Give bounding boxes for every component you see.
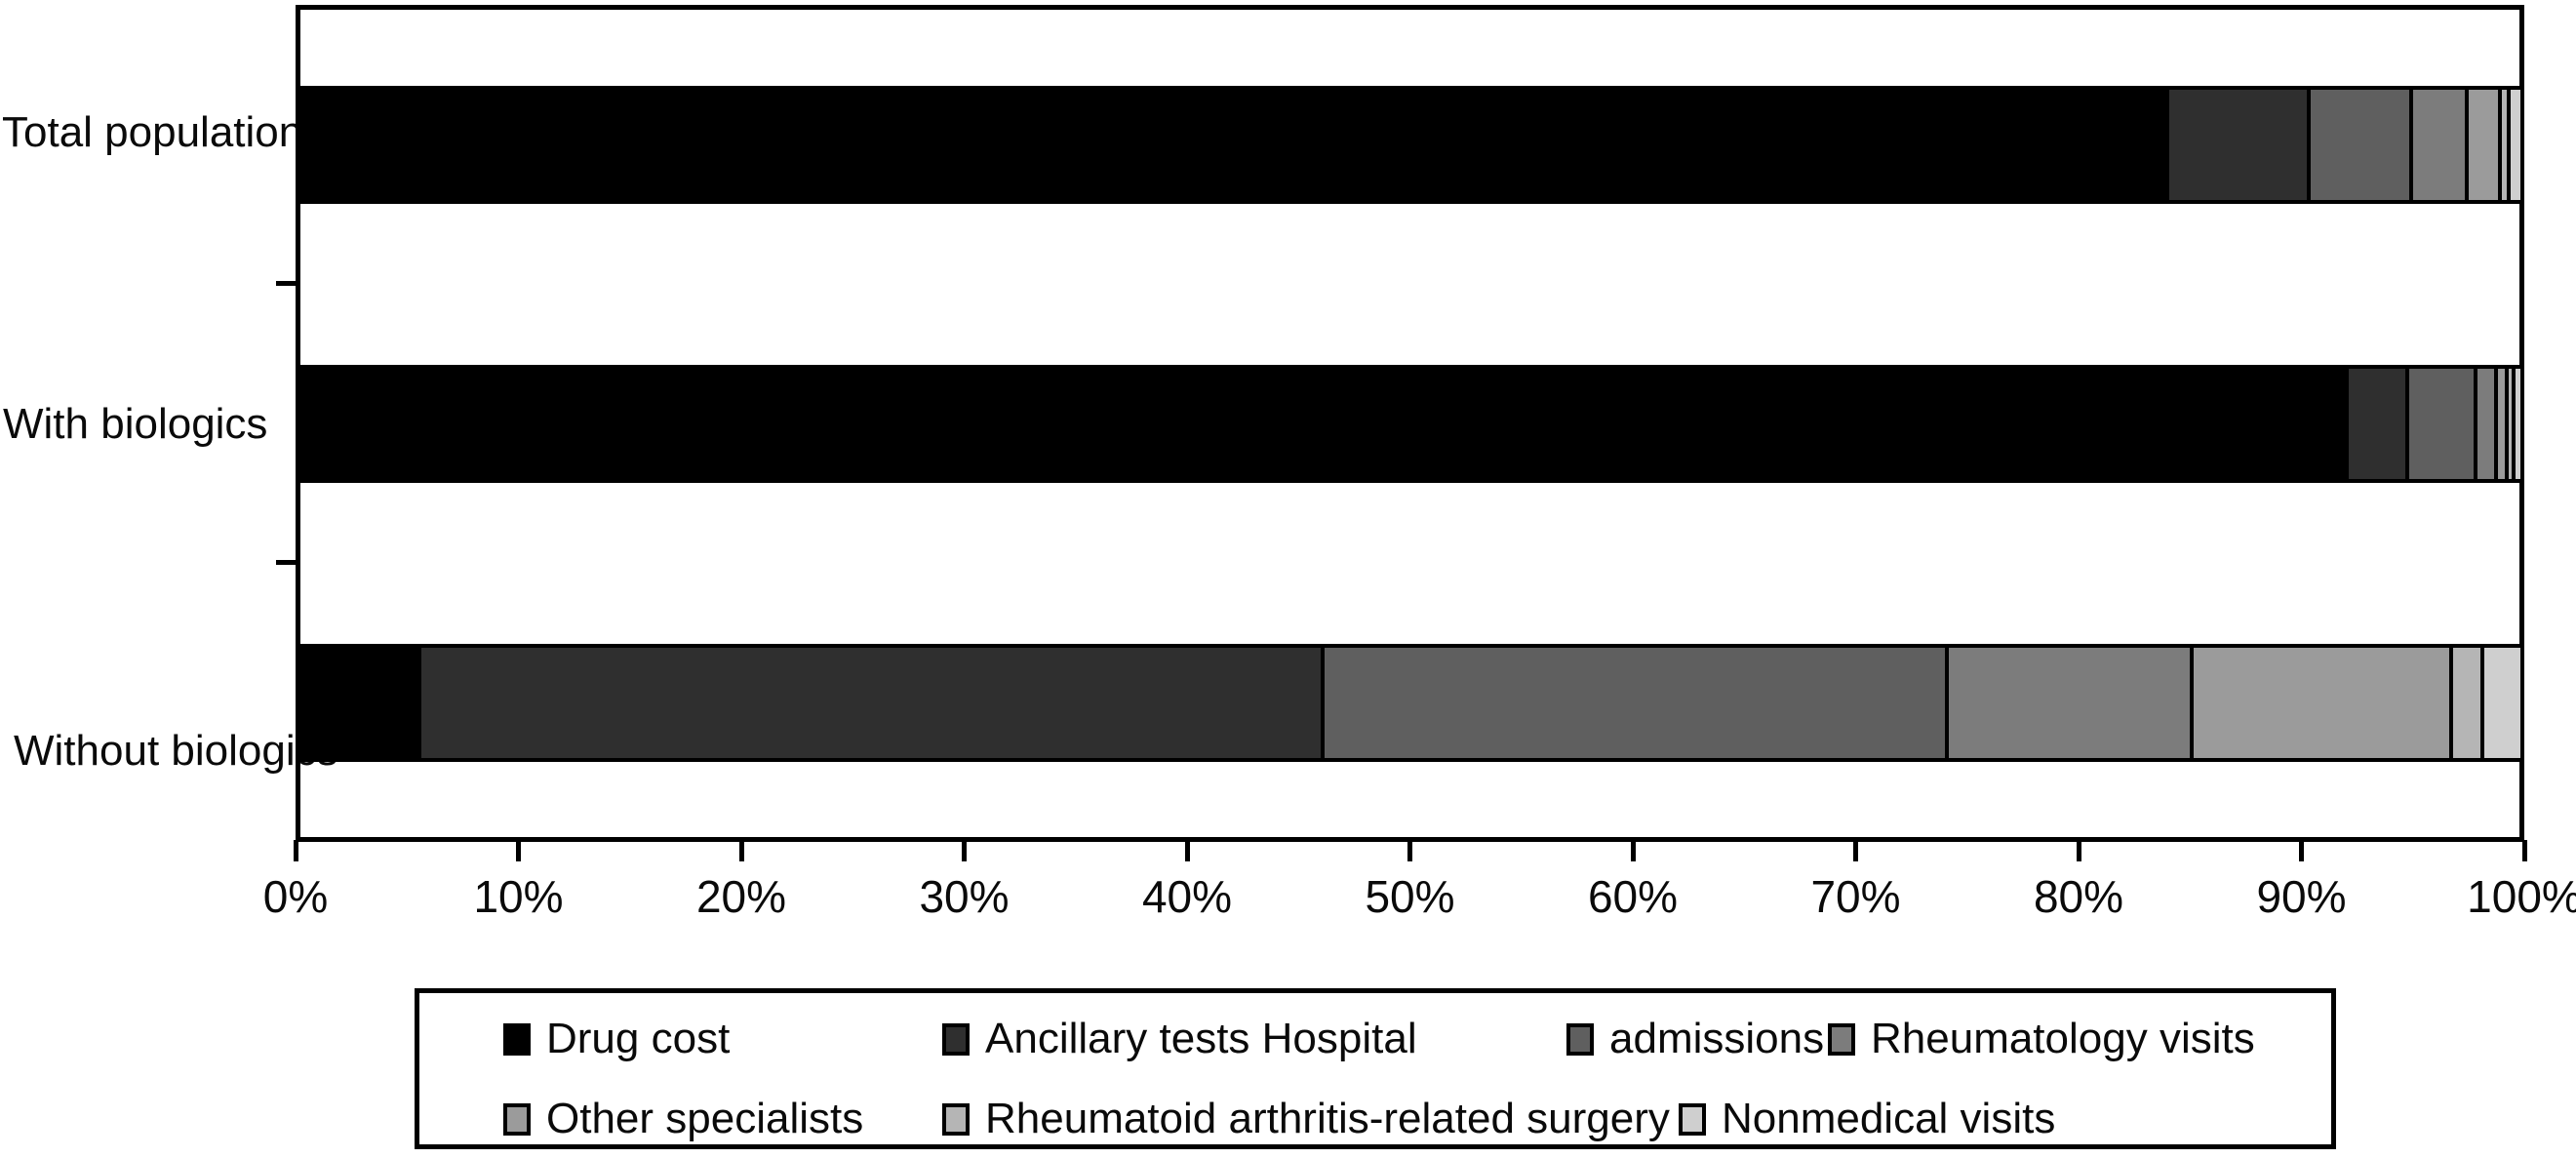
x-axis-tick-label: 30% [919, 871, 1010, 922]
bar-segment-rheumatology-visits [2474, 368, 2494, 479]
bar-segment-drug-cost [299, 89, 2165, 200]
legend-item-admissions: admissions [1566, 1015, 1824, 1063]
x-axis-tick [1853, 840, 1858, 861]
x-axis-tick-label: 40% [1141, 871, 1233, 922]
x-axis-tick [2299, 840, 2304, 861]
legend-item-other-specialists: Other specialists [503, 1095, 863, 1143]
category-label-total-population: Total population [2, 108, 303, 156]
legend-label: Other specialists [546, 1095, 864, 1142]
legend-swatch-drug-cost [503, 1022, 531, 1056]
category-label-with-biologics: With biologics [3, 400, 268, 448]
x-axis-tick [1184, 840, 1190, 861]
bar-segment-ancillary-tests-hospital [2164, 89, 2308, 200]
legend-label: Ancillary tests Hospital [985, 1015, 1417, 1062]
x-axis-tick [2521, 840, 2527, 861]
legend-label: Rheumatoid arthritis-related surgery [985, 1095, 1670, 1142]
bar-segment-other-specialists [2189, 647, 2450, 758]
bar-segment-drug-cost [299, 647, 417, 758]
legend-swatch-nonmedical-visits [1679, 1102, 1706, 1136]
x-axis-tick-label: 20% [695, 871, 787, 922]
legend-label: Drug cost [546, 1015, 731, 1062]
x-axis-tick [516, 840, 521, 861]
legend-item-nonmedical-visits: Nonmedical visits [1679, 1095, 2055, 1143]
legend-label: Nonmedical visits [1722, 1095, 2056, 1142]
x-axis-tick-label: 10% [473, 871, 564, 922]
bar-segment-rheumatology-visits [2409, 89, 2466, 200]
legend-item-ancillary-tests-hospital: Ancillary tests Hospital [942, 1015, 1417, 1063]
x-axis-tick [738, 840, 744, 861]
bar-total-population [296, 85, 2524, 204]
bar-segment-rheumatoid-arthritis-related-surgery [2498, 89, 2508, 200]
x-axis-tick-label: 60% [1587, 871, 1679, 922]
bar-segment-nonmedical-visits [2479, 647, 2520, 758]
x-axis-tick-label: 90% [2256, 871, 2347, 922]
bar-segment-drug-cost [299, 368, 2346, 479]
legend-box [415, 988, 2336, 1149]
bar-segment-admissions [2404, 368, 2475, 479]
bar-with-biologics [296, 364, 2524, 483]
bar-segment-ancillary-tests-hospital [416, 647, 1322, 758]
legend-swatch-ra-related-surgery [942, 1102, 970, 1136]
x-axis-tick [1407, 840, 1412, 861]
legend-item-ra-related-surgery: Rheumatoid arthritis-related surgery [942, 1095, 1670, 1143]
bar-segment-nonmedical-visits [2511, 368, 2520, 479]
legend-label: Rheumatology visits [1871, 1015, 2255, 1062]
category-label-without-biologics: Without biologics [14, 727, 338, 775]
x-axis-tick [1630, 840, 1636, 861]
bar-segment-other-specialists [2465, 89, 2499, 200]
y-axis-tick [276, 281, 297, 286]
legend-item-drug-cost: Drug cost [503, 1015, 730, 1063]
bar-segment-admissions [2307, 89, 2410, 200]
bar-segment-nonmedical-visits [2507, 89, 2520, 200]
legend-swatch-other-specialists [503, 1102, 531, 1136]
y-axis-tick [276, 560, 297, 565]
x-axis-tick-label: 50% [1365, 871, 1455, 922]
x-axis-tick-label: 80% [2033, 871, 2124, 922]
x-axis-tick-label: 70% [1810, 871, 1901, 922]
bar-segment-rheumatology-visits [1945, 647, 2190, 758]
x-axis-tick [962, 840, 967, 861]
x-axis-tick [2076, 840, 2081, 861]
x-axis-tick-label: 100% [2467, 871, 2576, 922]
legend-label: admissions [1609, 1015, 1825, 1062]
legend-swatch-admissions [1566, 1022, 1594, 1056]
x-axis-tick-label: 0% [262, 871, 329, 922]
x-axis-tick [293, 840, 298, 861]
legend-swatch-ancillary-tests [942, 1022, 970, 1056]
bar-segment-other-specialists [2493, 368, 2506, 479]
bar-segment-ancillary-tests-hospital [2345, 368, 2405, 479]
bar-without-biologics [296, 643, 2524, 762]
bar-segment-admissions [1321, 647, 1946, 758]
legend-item-rheumatology-visits: Rheumatology visits [1828, 1015, 2255, 1063]
bar-segment-rheumatoid-arthritis-related-surgery [2449, 647, 2480, 758]
bar-segment-rheumatoid-arthritis-related-surgery [2505, 368, 2512, 479]
legend-swatch-rheumatology-visits [1828, 1022, 1855, 1056]
